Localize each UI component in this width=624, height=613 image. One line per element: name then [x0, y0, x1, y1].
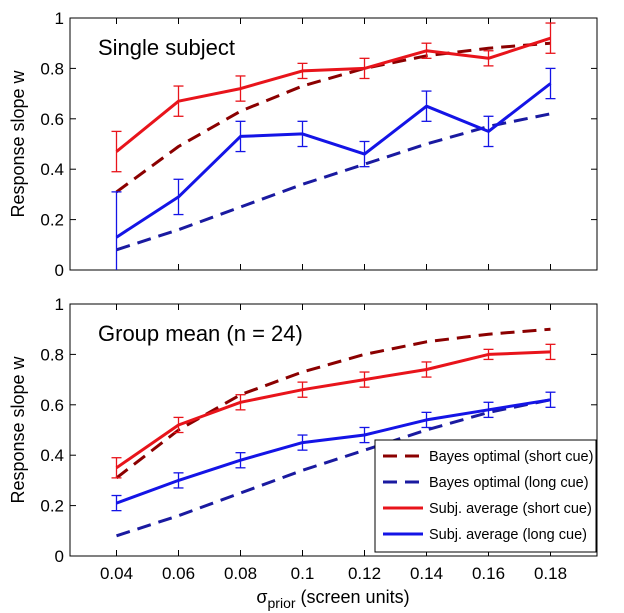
panel2-x-tick-label: 0.08	[224, 564, 257, 583]
panel2-legend-label-subj-long: Subj. average (long cue)	[429, 527, 587, 543]
panel1-series-bayes-short	[115, 41, 551, 194]
panel1-y-tick-label: 1	[55, 9, 64, 28]
panel2-x-tick-label: 0.16	[472, 564, 505, 583]
panel2-series-subj-long	[115, 398, 551, 505]
panel2-series-subj-short	[115, 350, 551, 470]
panel2-axes-box	[69, 303, 598, 557]
panel2-x-tick-label: 0.18	[534, 564, 567, 583]
panel2-y-tick-label: 0.4	[40, 446, 64, 465]
panel2-series-bayes-short	[115, 327, 551, 480]
panel2-x-tick-label: 0.04	[100, 564, 133, 583]
panel2-x-tick-label: 0.1	[291, 564, 315, 583]
panel1-title: Single subject	[98, 35, 235, 60]
panel2-x-tick-label: 0.14	[410, 564, 443, 583]
panel1-y-tick-label: 0.8	[40, 59, 64, 78]
panel2-y-tick-label: 1	[55, 295, 64, 314]
panel2-y-tick-label: 0.2	[40, 497, 64, 516]
panel1-series-bayes-long	[116, 112, 551, 252]
x-axis-label-units: (screen units)	[296, 587, 410, 607]
panel1-axes-box	[69, 17, 598, 271]
panel2-y-tick-label: 0.6	[40, 396, 64, 415]
panel2-legend-label-subj-short: Subj. average (short cue)	[429, 501, 592, 517]
panel1-series-subj-short	[115, 36, 551, 153]
panel2-legend-label-bayes-short: Bayes optimal (short cue)	[429, 449, 593, 465]
panel2-y-axis-label: Response slope w	[8, 355, 28, 503]
panel2-y-tick-label: 0	[55, 547, 64, 566]
panel2-title: Group mean (n = 24)	[98, 321, 303, 346]
panel2-legend-label-bayes-long: Bayes optimal (long cue)	[429, 475, 589, 491]
panel1-y-tick-label: 0.2	[40, 211, 64, 230]
panel1-y-tick-label: 0.6	[40, 110, 64, 129]
panel2-y-tick-label: 0.8	[40, 345, 64, 364]
panel1-y-axis-label: Response slope w	[8, 69, 28, 217]
panel1-series-subj-long	[115, 82, 552, 239]
x-axis-label-sigma: σ	[256, 587, 267, 607]
x-axis-label-subscript: prior	[268, 595, 296, 611]
panel1-y-tick-label: 0.4	[40, 160, 64, 179]
panel2-x-tick-label: 0.06	[162, 564, 195, 583]
panel1-y-tick-label: 0	[55, 261, 64, 280]
panel2-x-tick-label: 0.12	[348, 564, 381, 583]
panel2-x-axis-label: σprior (screen units)	[256, 587, 409, 611]
panel2-series-bayes-long	[116, 398, 551, 538]
